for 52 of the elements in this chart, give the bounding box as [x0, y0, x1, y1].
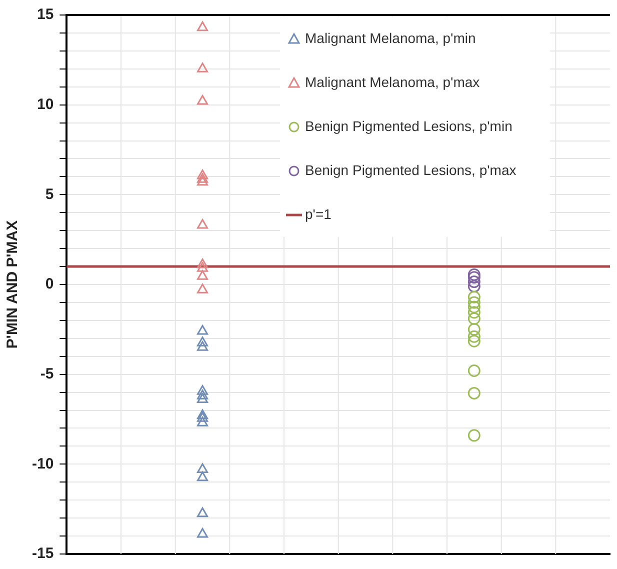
point [196, 390, 208, 400]
point [196, 218, 208, 229]
point [196, 409, 208, 420]
legend-label: Benign Pigmented Lesions, p'max [305, 162, 516, 178]
y-tick-label: 10 [36, 96, 54, 113]
point [196, 258, 208, 268]
point [468, 330, 480, 343]
point [196, 341, 208, 351]
legend-label: p'=1 [305, 206, 332, 222]
point [196, 170, 208, 180]
point [196, 62, 208, 72]
point [468, 364, 480, 377]
point [196, 270, 208, 280]
point [468, 276, 480, 288]
point [468, 271, 480, 284]
y-axis-title: P'MIN AND P'MAX [4, 220, 22, 349]
point [196, 416, 208, 426]
point [196, 173, 208, 183]
point [468, 280, 480, 293]
y-tick-label: 0 [45, 276, 54, 293]
point [468, 312, 480, 325]
point [196, 324, 208, 335]
point [196, 412, 208, 422]
point [196, 471, 208, 482]
point [468, 290, 480, 304]
legend-label: Benign Pigmented Lesions, p'min [305, 118, 512, 134]
y-tick-label: 15 [36, 6, 54, 24]
point [196, 336, 208, 346]
y-tick-label: 5 [45, 186, 54, 203]
point [196, 385, 208, 395]
point [196, 507, 208, 518]
y-tick-label: -5 [40, 365, 54, 382]
point [468, 296, 480, 309]
point [196, 393, 208, 403]
point [468, 429, 480, 442]
point [468, 300, 480, 314]
y-tick-label: -10 [32, 455, 54, 472]
point [196, 528, 208, 538]
point [196, 21, 208, 32]
point [468, 323, 480, 336]
point [196, 176, 208, 186]
point [468, 268, 480, 281]
point [468, 386, 480, 400]
point [196, 94, 208, 105]
point [196, 284, 208, 294]
y-tick-label: -15 [32, 545, 54, 562]
point [468, 334, 480, 348]
point [196, 262, 208, 272]
legend-label: Malignant Melanoma, p'max [305, 74, 480, 90]
point [468, 306, 480, 319]
point [196, 463, 208, 474]
legend-label: Malignant Melanoma, p'min [305, 30, 476, 46]
